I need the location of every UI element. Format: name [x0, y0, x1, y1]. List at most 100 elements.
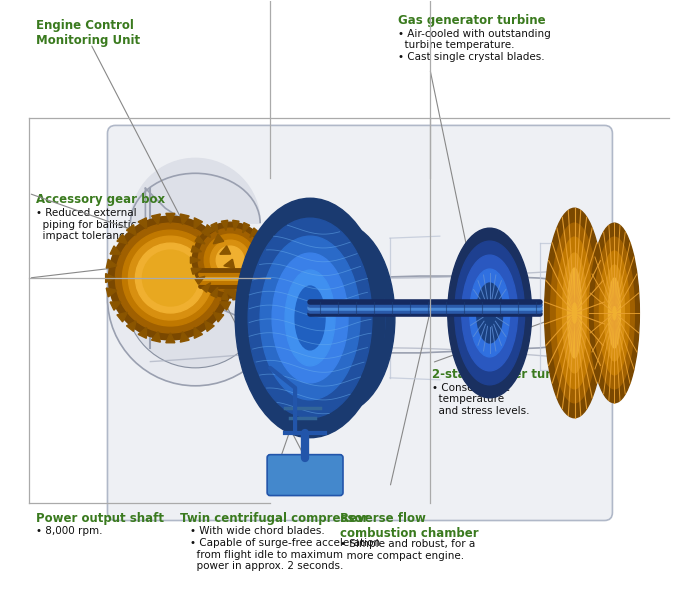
Text: • Air-cooled with outstanding
  turbine temperature.
• Cast single crystal blade: • Air-cooled with outstanding turbine te… — [398, 29, 551, 62]
Polygon shape — [260, 257, 270, 263]
Polygon shape — [166, 333, 175, 343]
Polygon shape — [243, 223, 250, 233]
Ellipse shape — [557, 237, 592, 389]
Polygon shape — [250, 228, 258, 238]
Polygon shape — [259, 268, 269, 274]
Polygon shape — [191, 246, 201, 252]
Polygon shape — [127, 321, 136, 331]
Circle shape — [192, 222, 268, 298]
Polygon shape — [195, 276, 205, 285]
Ellipse shape — [567, 268, 581, 358]
Ellipse shape — [248, 218, 372, 418]
Text: • Reduced external
  piping for ballistic
  impact tolerance: • Reduced external piping for ballistic … — [36, 208, 136, 241]
Polygon shape — [191, 268, 201, 274]
Polygon shape — [127, 224, 136, 235]
Polygon shape — [259, 246, 269, 252]
Polygon shape — [138, 218, 147, 229]
Polygon shape — [106, 259, 117, 268]
Polygon shape — [224, 259, 234, 268]
Ellipse shape — [551, 223, 598, 402]
Polygon shape — [233, 290, 239, 300]
Polygon shape — [256, 236, 265, 244]
Ellipse shape — [470, 269, 509, 357]
Circle shape — [210, 240, 250, 280]
Ellipse shape — [476, 283, 503, 343]
Polygon shape — [110, 302, 121, 310]
Text: • Conservative
  temperature
  and stress levels.: • Conservative temperature and stress le… — [432, 383, 529, 416]
Polygon shape — [221, 290, 227, 300]
Polygon shape — [166, 213, 175, 223]
Circle shape — [199, 228, 262, 292]
Polygon shape — [151, 331, 160, 342]
Ellipse shape — [590, 223, 639, 402]
Polygon shape — [225, 274, 235, 283]
Ellipse shape — [594, 237, 635, 389]
Polygon shape — [194, 218, 203, 229]
Ellipse shape — [600, 251, 629, 375]
Text: • With wide chord blades.
• Capable of surge-free acceleration
  from flight idl: • With wide chord blades. • Capable of s… — [190, 527, 380, 572]
Circle shape — [108, 210, 283, 386]
Polygon shape — [224, 288, 234, 297]
Ellipse shape — [563, 253, 586, 373]
Polygon shape — [190, 257, 201, 263]
FancyBboxPatch shape — [267, 455, 343, 496]
Polygon shape — [106, 288, 117, 297]
Text: Reverse flow
combustion chamber: Reverse flow combustion chamber — [340, 511, 479, 539]
FancyBboxPatch shape — [108, 125, 612, 520]
Ellipse shape — [285, 223, 395, 413]
Circle shape — [216, 246, 244, 274]
Ellipse shape — [544, 208, 604, 418]
Polygon shape — [220, 302, 231, 310]
Text: Gas generator turbine: Gas generator turbine — [398, 13, 546, 27]
Polygon shape — [211, 223, 218, 233]
Polygon shape — [110, 246, 121, 254]
Wedge shape — [131, 158, 260, 223]
Polygon shape — [151, 214, 160, 224]
Polygon shape — [180, 214, 189, 224]
Polygon shape — [205, 321, 214, 331]
Ellipse shape — [260, 236, 360, 400]
Polygon shape — [202, 283, 211, 292]
Text: • 8,000 rpm.: • 8,000 rpm. — [36, 527, 102, 536]
Ellipse shape — [462, 255, 518, 371]
Polygon shape — [106, 274, 116, 283]
Circle shape — [129, 236, 212, 320]
Text: 2-stage power turbine: 2-stage power turbine — [432, 368, 579, 381]
Text: • Simple and robust, for a
  more compact engine.: • Simple and robust, for a more compact … — [340, 539, 475, 561]
Ellipse shape — [295, 240, 385, 396]
Circle shape — [205, 234, 256, 286]
Polygon shape — [221, 220, 227, 230]
Ellipse shape — [305, 256, 375, 380]
Circle shape — [108, 216, 232, 340]
Circle shape — [125, 228, 265, 368]
Circle shape — [135, 243, 205, 313]
Polygon shape — [213, 234, 223, 244]
Ellipse shape — [455, 241, 525, 385]
Ellipse shape — [295, 286, 325, 350]
Ellipse shape — [235, 198, 385, 438]
Polygon shape — [195, 236, 205, 244]
Polygon shape — [138, 328, 147, 338]
Ellipse shape — [448, 228, 532, 398]
Circle shape — [116, 223, 225, 333]
Polygon shape — [213, 313, 223, 322]
Ellipse shape — [318, 272, 362, 364]
Polygon shape — [180, 331, 189, 342]
Ellipse shape — [608, 278, 621, 348]
Ellipse shape — [604, 265, 625, 361]
Text: Twin centrifugal compressor: Twin centrifugal compressor — [180, 511, 369, 525]
Ellipse shape — [272, 253, 348, 383]
Polygon shape — [256, 276, 265, 285]
Text: Engine Control
Monitoring Unit: Engine Control Monitoring Unit — [36, 19, 140, 47]
Ellipse shape — [285, 270, 335, 366]
Polygon shape — [194, 328, 203, 338]
Polygon shape — [250, 283, 258, 292]
Polygon shape — [243, 288, 250, 297]
Polygon shape — [117, 234, 127, 244]
Polygon shape — [233, 220, 239, 230]
Polygon shape — [202, 228, 211, 238]
Text: Accessory gear box: Accessory gear box — [36, 193, 165, 206]
Polygon shape — [117, 313, 127, 322]
Text: Power output shaft: Power output shaft — [36, 511, 164, 525]
Polygon shape — [220, 246, 231, 254]
